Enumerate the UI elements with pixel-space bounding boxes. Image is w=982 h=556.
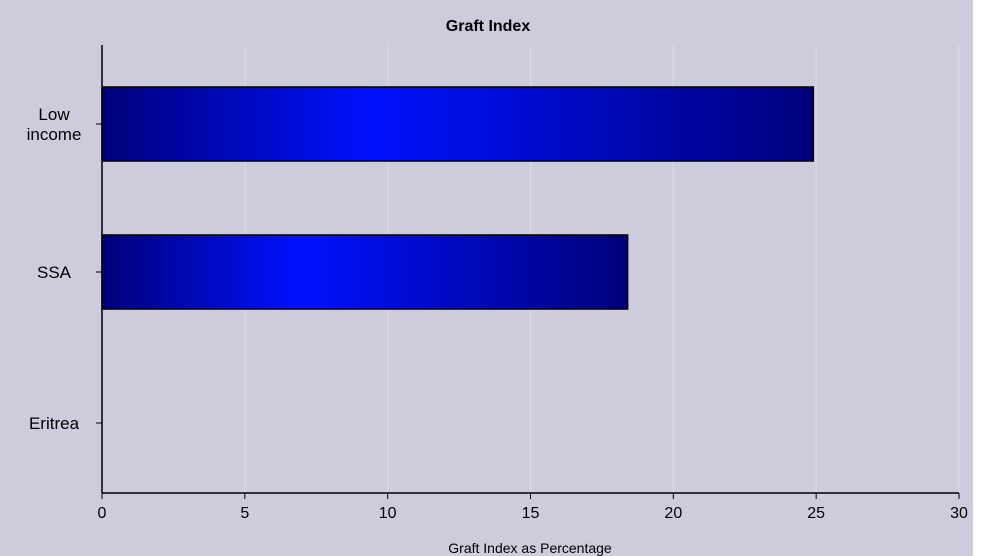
- x-tick-label-1: 5: [240, 505, 249, 522]
- x-tick-label-4: 20: [664, 505, 682, 522]
- chart-title: Graft Index: [446, 18, 531, 35]
- x-tick-label-2: 10: [379, 505, 397, 522]
- x-tick-label-3: 15: [522, 505, 540, 522]
- category-label-0: Low income: [27, 105, 82, 144]
- x-axis-title: Graft Index as Percentage: [448, 540, 612, 556]
- x-tick-label-6: 30: [950, 505, 968, 522]
- x-tick-label-5: 25: [807, 505, 825, 522]
- category-label-1: SSA: [37, 263, 72, 282]
- bar-0: [101, 86, 815, 162]
- x-tick-label-0: 0: [98, 505, 107, 522]
- bar-1: [101, 234, 629, 310]
- category-label-2: Eritrea: [29, 414, 80, 433]
